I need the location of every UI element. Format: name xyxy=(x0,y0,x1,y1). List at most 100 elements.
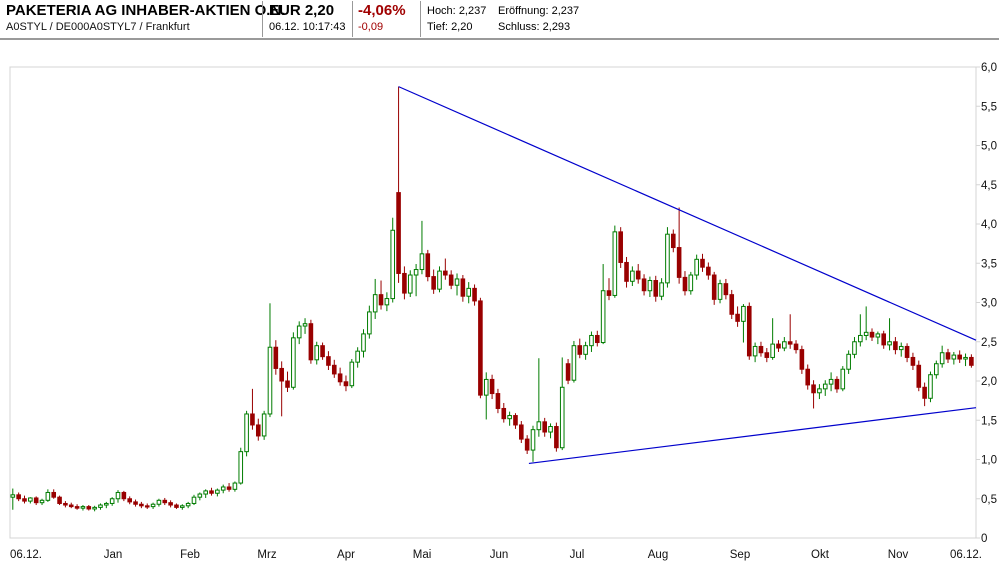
candle-body-down xyxy=(641,278,647,292)
candle-body-down xyxy=(776,343,781,349)
candle-body-down xyxy=(787,341,793,345)
candle-body-up xyxy=(92,506,97,510)
price-block: EUR 2,20 06.12. 10:17:43 xyxy=(269,2,349,35)
candle-body-up xyxy=(238,451,244,484)
candle-body-up xyxy=(419,253,425,271)
candle-body-down xyxy=(595,334,600,344)
x-tick-label: Aug xyxy=(648,549,668,561)
candle-body-up xyxy=(384,298,390,306)
candle-body-down xyxy=(723,283,729,296)
candle-body-up xyxy=(600,290,606,344)
candle-body-up xyxy=(782,341,787,349)
candle-body-up xyxy=(39,499,45,504)
stat-eroeffnung: Eröffnung: 2,237 xyxy=(498,4,579,19)
candle-body-down xyxy=(881,333,887,346)
candle-body-up xyxy=(349,361,355,387)
title-block: PAKETERIA AG INHABER-AKTIEN O.N. A0STYL … xyxy=(6,2,285,35)
x-tick-label: Okt xyxy=(811,549,830,561)
y-tick-label: 1,5 xyxy=(981,415,997,427)
stat-value: 2,293 xyxy=(542,21,571,33)
y-tick-label: 3,5 xyxy=(981,258,997,270)
candle-body-up xyxy=(104,502,109,506)
candle-body-up xyxy=(466,287,472,297)
candle-body-down xyxy=(635,270,641,280)
candle-body-down xyxy=(676,247,682,278)
x-tick-label: Sep xyxy=(730,549,750,561)
candle-body-up xyxy=(752,345,758,357)
candle-body-up xyxy=(291,337,296,388)
candle-body-down xyxy=(577,345,583,355)
x-tick-label: Jan xyxy=(104,549,123,561)
candle-body-down xyxy=(472,287,477,302)
x-tick-label: Nov xyxy=(888,549,909,561)
candle-body-up xyxy=(589,334,594,347)
candle-body-down xyxy=(51,491,57,498)
candle-body-up xyxy=(530,429,536,451)
candle-body-up xyxy=(367,311,372,335)
candle-body-up xyxy=(80,506,86,509)
candle-body-down xyxy=(139,503,144,507)
candle-body-down xyxy=(168,502,173,506)
candle-body-down xyxy=(57,496,62,504)
candle-body-up xyxy=(536,421,542,431)
candle-body-up xyxy=(939,352,945,365)
candle-body-down xyxy=(904,345,910,358)
candle-body-up xyxy=(858,334,863,343)
y-tick-label: 5,0 xyxy=(981,141,997,153)
candle-body-down xyxy=(396,192,401,274)
candle-body-down xyxy=(162,499,168,504)
candle-body-down xyxy=(489,378,495,395)
candle-body-down xyxy=(893,341,898,351)
candle-body-up xyxy=(156,499,162,505)
candle-body-up xyxy=(694,258,699,276)
candle-body-up xyxy=(822,383,828,390)
x-tick-label: 06.12. xyxy=(950,549,982,561)
candle-body-up xyxy=(203,490,208,495)
candle-body-up xyxy=(150,503,156,508)
candle-body-down xyxy=(700,258,705,268)
candle-body-up xyxy=(559,386,565,449)
header-divider xyxy=(262,1,263,37)
candle-body-up xyxy=(98,504,103,508)
candle-body-down xyxy=(343,381,349,387)
candle-body-down xyxy=(735,313,740,322)
x-tick-label: Apr xyxy=(337,549,355,561)
candle-body-down xyxy=(606,290,612,296)
candle-body-down xyxy=(910,356,916,366)
candle-body-down xyxy=(209,490,214,494)
candle-body-up xyxy=(191,496,197,504)
candle-body-down xyxy=(22,498,27,502)
header-divider xyxy=(352,1,353,37)
x-tick-label: Mrz xyxy=(257,549,276,561)
candle-body-down xyxy=(957,354,962,360)
candle-body-up xyxy=(898,345,904,351)
candle-body-up xyxy=(507,415,512,420)
candle-body-down xyxy=(764,352,770,358)
candle-body-up xyxy=(840,368,846,390)
candle-body-down xyxy=(495,393,501,409)
x-tick-label: Jun xyxy=(490,549,509,561)
change-absolute: -0,09 xyxy=(358,21,384,33)
quote-header: PAKETERIA AG INHABER-AKTIEN O.N. A0STYL … xyxy=(0,0,999,40)
candle-body-down xyxy=(255,424,261,437)
candle-body-up xyxy=(454,278,460,286)
candle-body-down xyxy=(711,274,717,300)
candle-body-up xyxy=(741,305,746,322)
candle-body-down xyxy=(431,276,436,290)
stat-value: 2,20 xyxy=(451,21,473,33)
candle-body-up xyxy=(717,283,723,300)
candle-body-up xyxy=(852,341,857,355)
candle-body-up xyxy=(437,270,442,290)
candle-body-up xyxy=(10,494,16,498)
candle-body-up xyxy=(314,345,320,361)
candle-body-down xyxy=(226,486,232,490)
candle-body-up xyxy=(390,229,396,300)
candle-body-up xyxy=(887,341,892,346)
candle-body-down xyxy=(682,276,688,292)
candle-body-down xyxy=(68,504,74,508)
candle-body-down xyxy=(565,363,571,381)
y-tick-label: 0 xyxy=(981,533,987,545)
candle-body-up xyxy=(261,413,267,437)
candle-body-down xyxy=(425,253,431,278)
